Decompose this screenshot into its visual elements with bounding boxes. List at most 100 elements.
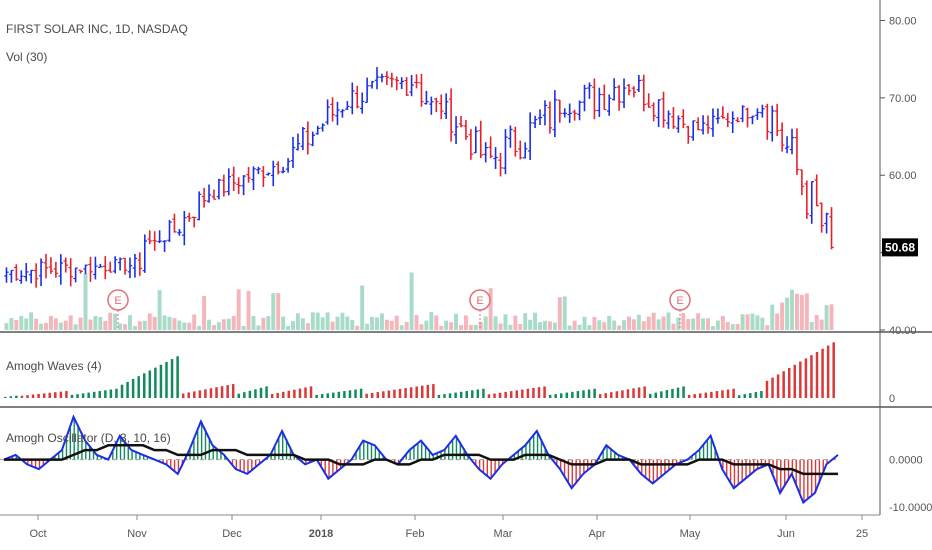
volume-bar bbox=[755, 315, 760, 330]
oscillator-histogram-bar bbox=[254, 459, 257, 468]
volume-bar bbox=[735, 324, 740, 330]
wave-bar bbox=[526, 388, 530, 398]
oscillator-histogram-bar bbox=[714, 446, 716, 460]
wave-bar bbox=[81, 393, 85, 398]
wave-bar bbox=[98, 391, 102, 398]
wave-bar bbox=[170, 359, 174, 398]
volume-bar bbox=[177, 320, 182, 330]
volume-bar bbox=[9, 318, 14, 330]
volume-bar bbox=[202, 295, 207, 330]
oscillator-histogram-bar bbox=[455, 435, 458, 460]
volume-bar bbox=[310, 312, 315, 330]
oscillator-histogram-bar bbox=[266, 458, 268, 460]
oscillator-histogram-bar bbox=[96, 454, 99, 460]
volume-bar bbox=[617, 325, 622, 330]
volume-bar bbox=[513, 315, 518, 330]
wave-bar bbox=[821, 348, 824, 398]
oscillator-histogram-bar bbox=[648, 459, 651, 481]
oscillator-histogram-bar bbox=[652, 459, 655, 484]
oscillator-histogram-bar bbox=[309, 459, 311, 463]
wave-bar bbox=[715, 391, 719, 398]
oscillator-histogram-bar bbox=[38, 459, 41, 470]
volume-bar bbox=[765, 325, 770, 330]
time-tick-label: Apr bbox=[588, 528, 605, 540]
oscillator-histogram-bar bbox=[803, 459, 805, 503]
oscillator-histogram-bar bbox=[644, 459, 647, 478]
wave-bar bbox=[571, 391, 574, 398]
wave-bar bbox=[537, 387, 541, 398]
oscillator-histogram-bar bbox=[563, 459, 566, 476]
volume-bar bbox=[19, 316, 24, 330]
earnings-marker[interactable]: E bbox=[107, 289, 129, 330]
volume-bar bbox=[730, 324, 735, 330]
time-tick-label: 25 bbox=[856, 528, 868, 540]
volume-bar bbox=[29, 312, 34, 330]
oscillator-histogram-bar bbox=[166, 459, 168, 465]
oscillator-histogram-bar bbox=[525, 445, 527, 460]
waves-axis[interactable]: 0 bbox=[889, 393, 895, 405]
wave-bar bbox=[387, 390, 391, 398]
wave-bar bbox=[70, 394, 74, 398]
time-tick-label: Feb bbox=[406, 528, 425, 540]
volume-bar bbox=[720, 315, 725, 330]
wave-bar bbox=[693, 394, 696, 398]
wave-bar bbox=[48, 392, 51, 398]
oscillator-histogram-bar bbox=[560, 459, 562, 470]
oscillator-histogram-bar bbox=[486, 459, 489, 476]
oscillator-histogram-bar bbox=[293, 454, 295, 460]
oscillator-histogram-bar bbox=[737, 459, 740, 486]
oscillator-histogram-bar bbox=[710, 435, 712, 460]
oscillator-histogram-bar bbox=[498, 459, 500, 470]
symbol-title[interactable]: FIRST SOLAR INC, 1D, NASDAQ bbox=[6, 22, 188, 36]
wave-bar bbox=[37, 393, 40, 398]
oscillator-histogram-bar bbox=[826, 459, 828, 465]
wave-bar bbox=[415, 386, 418, 398]
volume-bar bbox=[207, 319, 212, 330]
wave-bar bbox=[343, 391, 346, 398]
volume-bar bbox=[399, 325, 404, 330]
oscillator-histogram-bar bbox=[768, 459, 770, 465]
wave-bar bbox=[726, 389, 730, 398]
wave-bar bbox=[593, 388, 596, 398]
volume-bar bbox=[419, 324, 424, 330]
volume-bar bbox=[384, 319, 389, 330]
wave-bar bbox=[282, 391, 285, 398]
waves-title[interactable]: Amogh Waves (4) bbox=[6, 359, 102, 373]
volume-bar bbox=[340, 312, 345, 330]
earnings-marker[interactable]: E bbox=[469, 289, 491, 330]
oscillator-histogram-bar bbox=[231, 459, 234, 465]
oscillator-axis[interactable]: 0.0000 -10.0000 bbox=[889, 455, 932, 515]
wave-bar bbox=[459, 391, 463, 398]
oscillator-histogram-bar bbox=[143, 454, 145, 460]
wave-bar bbox=[248, 390, 252, 398]
oscillator-histogram-bar bbox=[77, 424, 79, 460]
volume-bar bbox=[48, 315, 53, 330]
oscillator-histogram-bar bbox=[270, 454, 272, 460]
volume-bar bbox=[409, 272, 414, 330]
wave-bar bbox=[276, 392, 279, 398]
wave-bar bbox=[398, 388, 402, 398]
oscillator-histogram-bar bbox=[258, 459, 261, 465]
oscillator-histogram-bar bbox=[791, 459, 794, 474]
oscillator-histogram-bar bbox=[363, 440, 365, 460]
wave-bar bbox=[215, 387, 218, 398]
volume-bar bbox=[53, 318, 58, 330]
time-axis[interactable]: Oct Nov Dec 2018 Feb Mar Apr May Jun 25 bbox=[29, 515, 868, 540]
earnings-marker[interactable]: E bbox=[669, 289, 691, 330]
volume-bar bbox=[182, 322, 187, 330]
oscillator-histogram-bar bbox=[366, 442, 369, 460]
oscillator-histogram-bar bbox=[197, 431, 199, 460]
wave-bar bbox=[254, 389, 257, 398]
oscillator-title[interactable]: Amogh Oscillator (D, 3, 10, 16) bbox=[6, 431, 171, 445]
volume-label[interactable]: Vol (30) bbox=[6, 50, 47, 64]
wave-bar bbox=[315, 394, 318, 398]
oscillator-histogram-bar bbox=[799, 459, 801, 493]
wave-bar bbox=[231, 384, 235, 398]
oscillator-histogram-bar bbox=[421, 440, 423, 460]
oscillator-histogram-bar bbox=[413, 446, 415, 460]
wave-bar bbox=[532, 387, 535, 398]
oscillator-histogram-bar bbox=[617, 454, 620, 460]
